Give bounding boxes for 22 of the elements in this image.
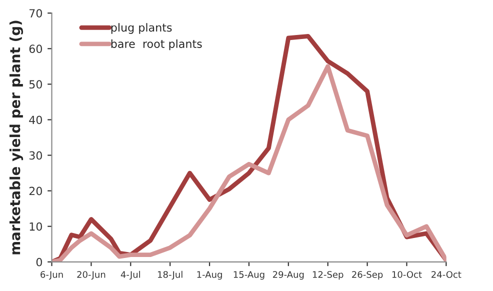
- x-tick-label: 29-Aug: [272, 271, 304, 280]
- x-tick-label: 1-Aug: [197, 271, 222, 280]
- x-tick-label: 4-Jul: [120, 270, 140, 280]
- x-tick-label: 12-Sep: [312, 271, 344, 280]
- x-tick-label: 10-Oct: [392, 271, 422, 278]
- legend-label: bare root plants: [111, 39, 202, 50]
- y-tick-label: 40: [29, 116, 42, 124]
- x-tick-label: 6-Jun: [40, 271, 63, 280]
- x-tick-label: 20-Jun: [77, 271, 106, 280]
- y-tick-label: 20: [29, 186, 42, 196]
- x-tick-label: 18-Jul: [158, 270, 182, 280]
- x-tick-label: 15-Aug: [234, 271, 264, 280]
- x-tick-label: 24-Oct: [432, 271, 462, 278]
- y-tick-label: 10: [30, 222, 42, 231]
- y-tick-label: 50: [29, 80, 42, 89]
- y-axis-title: marketable yield per plant (g): [9, 20, 24, 254]
- y-tick-label: 30: [29, 151, 42, 160]
- legend-label: plug plants: [111, 23, 172, 34]
- x-tick-label: 26-Sep: [352, 271, 383, 280]
- y-tick-label: 60: [29, 44, 42, 54]
- y-tick-label: 70: [30, 9, 42, 18]
- y-tick-label: 0: [36, 258, 42, 266]
